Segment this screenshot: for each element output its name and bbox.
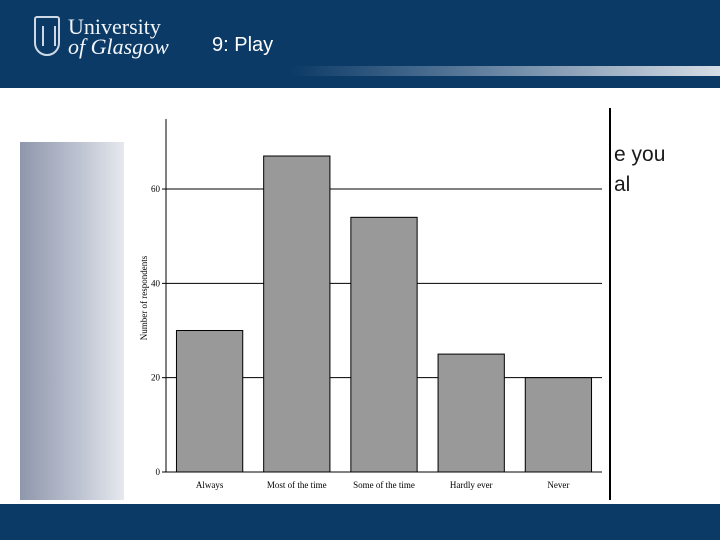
axes — [162, 119, 602, 473]
y-axis-label: Number of respondents — [139, 255, 149, 341]
logo-line-2: of Glasgow — [68, 34, 169, 59]
y-tick-label: 40 — [151, 278, 161, 288]
header-band: University of Glasgow 9: Play — [0, 0, 720, 88]
x-tick-label: Some of the time — [353, 480, 415, 490]
x-tick-label: Hardly ever — [450, 480, 493, 490]
slide-title: 9: Play — [212, 34, 274, 56]
x-tick-label: Never — [547, 480, 569, 490]
y-tick-label: 0 — [156, 467, 161, 477]
x-tick-label: Always — [196, 480, 224, 490]
bar-some-of-the-time — [350, 216, 418, 473]
logo-line-1: University — [68, 14, 161, 39]
bar-most-of-the-time — [263, 155, 331, 473]
obscured-slide-text: e you al — [614, 140, 665, 200]
y-tick-labels: 0 20 40 60 — [151, 184, 161, 477]
bar-always — [175, 330, 244, 473]
university-logo: University of Glasgow — [34, 16, 204, 62]
bar-chart: 0 20 40 60 Always Most of the time Some of th… — [124, 108, 611, 500]
bars — [175, 155, 593, 473]
bar-never — [524, 377, 593, 473]
header-gradient-bar — [290, 66, 720, 76]
obscured-text-line-1: e you — [614, 143, 666, 166]
x-tick-labels: Always Most of the time Some of the time Ha… — [196, 480, 570, 490]
bar-hardly-ever — [437, 353, 505, 473]
y-tick-label: 20 — [151, 373, 161, 383]
crest-icon — [34, 16, 60, 56]
y-tick-label: 60 — [151, 184, 161, 194]
footer-band — [0, 504, 720, 540]
obscured-text-line-2: al — [614, 173, 631, 196]
left-gradient-panel — [20, 142, 126, 500]
chart-canvas: 0 20 40 60 Always Most of the time Some of th… — [151, 119, 602, 490]
x-tick-label: Most of the time — [267, 480, 327, 490]
